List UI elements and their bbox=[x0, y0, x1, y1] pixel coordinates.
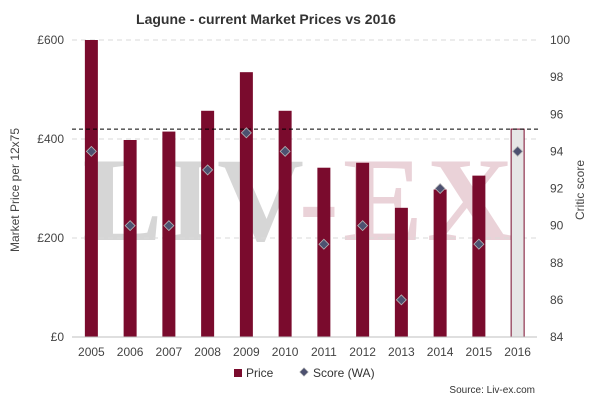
grid-layer bbox=[72, 39, 537, 239]
x-tick-label: 2010 bbox=[272, 345, 299, 359]
y2-tick-label: 88 bbox=[550, 256, 564, 270]
x-tick-label: 2012 bbox=[349, 345, 376, 359]
source-note: Source: Liv-ex.com bbox=[449, 385, 535, 396]
score-point bbox=[434, 182, 446, 195]
legend-price-swatch bbox=[234, 369, 242, 377]
score-point bbox=[124, 220, 136, 232]
x-tick-label: 2013 bbox=[388, 345, 415, 359]
score-point bbox=[240, 127, 252, 139]
legend: Price Score (WA) bbox=[234, 366, 375, 380]
score-point bbox=[395, 294, 407, 306]
axes-layer: £0 £200 £400 £600 84 86 88 90 92 94 96 98 100 2005 200… bbox=[37, 33, 570, 359]
y2-tick-label: 86 bbox=[550, 293, 564, 307]
y2-tick-label: 96 bbox=[550, 107, 564, 121]
price-bar bbox=[239, 72, 253, 338]
x-tick-label: 2005 bbox=[78, 345, 105, 359]
highlight-bar bbox=[510, 128, 525, 338]
y2-tick-label: 98 bbox=[550, 70, 564, 84]
y2-tick-label: 84 bbox=[550, 330, 564, 344]
x-tick-label: 2009 bbox=[233, 345, 260, 359]
y2-tick-label: 90 bbox=[550, 219, 564, 233]
price-bar bbox=[317, 167, 331, 337]
points-layer bbox=[85, 127, 524, 306]
price-bar bbox=[162, 131, 176, 337]
price-bar bbox=[394, 207, 408, 337]
score-point bbox=[202, 164, 214, 176]
price-bar bbox=[84, 40, 98, 337]
y2-tick-label: 94 bbox=[550, 144, 564, 158]
x-tick-label: 2007 bbox=[156, 345, 183, 359]
y-tick-label: £600 bbox=[37, 33, 64, 47]
legend-price-label: Price bbox=[246, 366, 274, 380]
y-tick-label: £400 bbox=[37, 132, 64, 146]
price-bar bbox=[433, 189, 447, 337]
score-point bbox=[318, 238, 330, 250]
y-tick-label: £0 bbox=[51, 330, 65, 344]
chart-title: Lagune - current Market Prices vs 2016 bbox=[136, 11, 396, 27]
score-point bbox=[473, 238, 485, 250]
price-bar bbox=[123, 139, 137, 337]
legend-score-label: Score (WA) bbox=[313, 366, 375, 380]
y2-axis-title: Critic score bbox=[573, 160, 587, 220]
x-tick-label: 2016 bbox=[504, 345, 531, 359]
score-point bbox=[279, 145, 291, 157]
x-tick-label: 2014 bbox=[427, 345, 454, 359]
bars-layer bbox=[84, 40, 525, 338]
score-point bbox=[85, 145, 97, 157]
y2-tick-label: 92 bbox=[550, 182, 564, 196]
x-tick-label: 2008 bbox=[194, 345, 221, 359]
legend-score-marker bbox=[299, 367, 309, 377]
price-bar bbox=[472, 175, 486, 337]
watermark-text: LIV-EX bbox=[82, 133, 517, 266]
y-tick-label: £200 bbox=[37, 231, 64, 245]
x-tick-label: 2006 bbox=[117, 345, 144, 359]
price-bar bbox=[356, 162, 370, 337]
score-point bbox=[163, 220, 175, 232]
price-bar bbox=[278, 110, 292, 337]
x-tick-label: 2015 bbox=[466, 345, 493, 359]
y-axis-title: Market Price per 12x75 bbox=[8, 128, 22, 252]
watermark-layer: LIV-EX bbox=[82, 133, 517, 266]
score-point bbox=[512, 145, 524, 157]
y2-tick-label: 100 bbox=[550, 33, 570, 47]
price-bar bbox=[201, 110, 215, 337]
score-point bbox=[357, 220, 369, 232]
x-tick-label: 2011 bbox=[311, 345, 337, 359]
